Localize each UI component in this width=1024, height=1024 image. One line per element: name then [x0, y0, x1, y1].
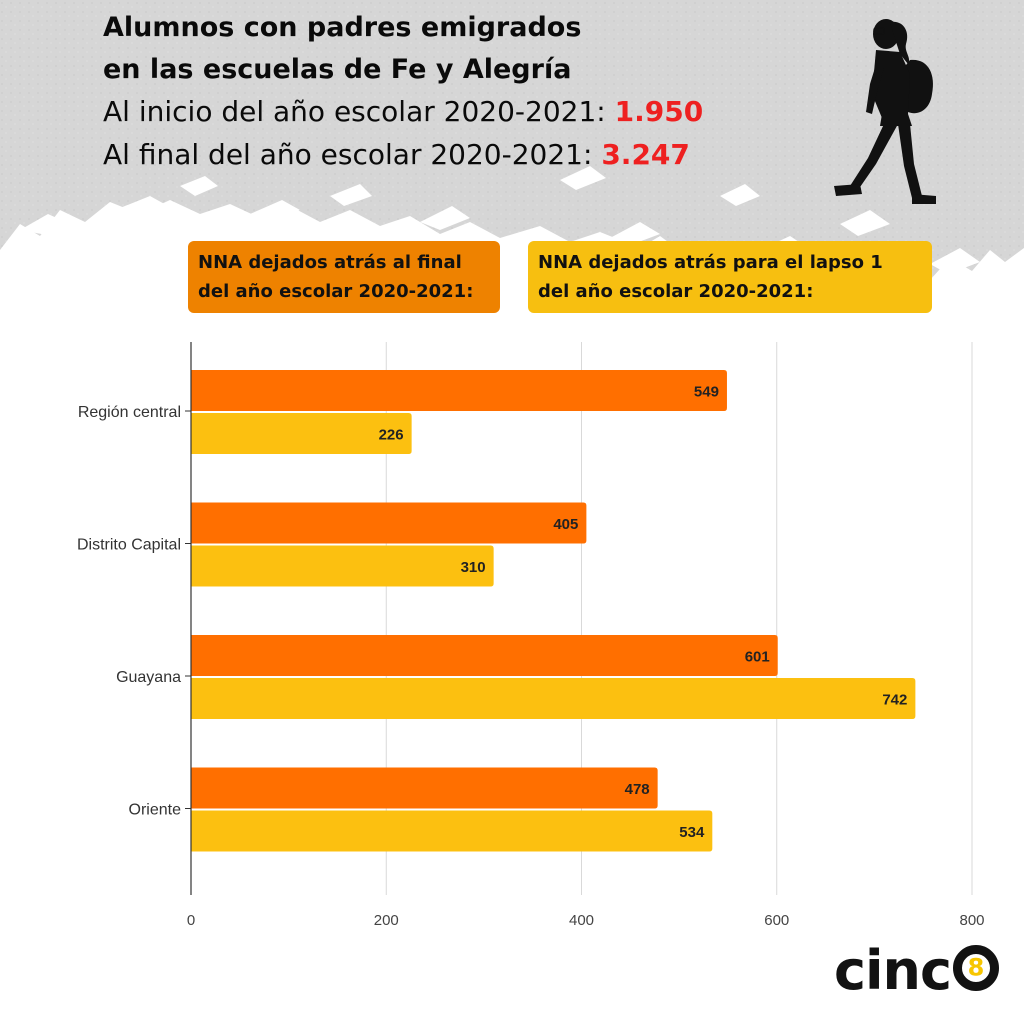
legend-orange-line2: del año escolar 2020-2021:	[198, 281, 474, 302]
start-year-value: 1.950	[614, 95, 704, 128]
axis: 0 200 400 600 800 Región central Distrito Capi…	[77, 342, 985, 929]
value-label: 478	[625, 781, 650, 798]
legend-yellow-line1: NNA dejados atrás para el lapso 1	[538, 252, 883, 273]
bars: 549 226 405 310 601 742 478 534	[191, 370, 916, 852]
cinco8-logo: cinc 8	[834, 944, 999, 1004]
x-tick-label-200: 200	[374, 912, 399, 929]
x-tick-label-800: 800	[959, 912, 984, 929]
end-year-value: 3.247	[601, 138, 690, 171]
legend-yellow-line2: del año escolar 2020-2021:	[538, 281, 814, 302]
title-line-2: en las escuelas de Fe y Alegría	[103, 54, 572, 85]
category-label: Distrito Capital	[77, 537, 181, 554]
header-background	[0, 0, 1024, 280]
x-tick-label-600: 600	[764, 912, 789, 929]
category-label: Oriente	[129, 802, 182, 819]
value-label: 534	[679, 824, 705, 841]
bar-0-0	[191, 370, 727, 411]
end-year-label: Al final del año escolar 2020-2021:	[103, 138, 593, 171]
category-label: Guayana	[116, 669, 181, 686]
bar-2-1	[191, 678, 916, 719]
value-label: 549	[694, 384, 719, 401]
value-label: 742	[882, 692, 907, 709]
legend-orange-box: NNA dejados atrás al final del año escol…	[188, 241, 500, 313]
category-label: Región central	[78, 404, 181, 421]
bar-1-0	[191, 502, 587, 544]
bar-3-1	[191, 810, 713, 852]
bar-2-0	[191, 635, 778, 676]
legend-yellow-box: NNA dejados atrás para el lapso 1 del añ…	[528, 241, 932, 313]
logo-circle-icon: 8	[952, 945, 999, 991]
title-line-1: Alumnos con padres emigrados	[103, 12, 582, 43]
x-tick-label-400: 400	[569, 912, 594, 929]
bar-1-1	[191, 545, 494, 587]
value-label: 601	[745, 649, 770, 666]
bar-3-0	[191, 767, 658, 809]
student-silhouette-icon	[834, 19, 936, 204]
value-label: 310	[461, 559, 486, 576]
value-label: 405	[553, 516, 578, 533]
x-tick-label-0: 0	[187, 912, 195, 929]
bar-0-1	[191, 413, 412, 454]
bar-chart: 549 226 405 310 601 742 478 534 0 200 400 600 800 Re…	[77, 342, 985, 929]
start-year-label: Al inicio del año escolar 2020-2021:	[103, 95, 606, 128]
end-year-stat: Al final del año escolar 2020-2021: 3.24…	[103, 138, 690, 171]
logo-badge: 8	[967, 953, 985, 982]
logo-text: cinc	[834, 939, 952, 1002]
legend-orange-line1: NNA dejados atrás al final	[198, 252, 462, 273]
start-year-stat: Al inicio del año escolar 2020-2021: 1.9…	[103, 95, 703, 128]
value-label: 226	[379, 427, 404, 444]
